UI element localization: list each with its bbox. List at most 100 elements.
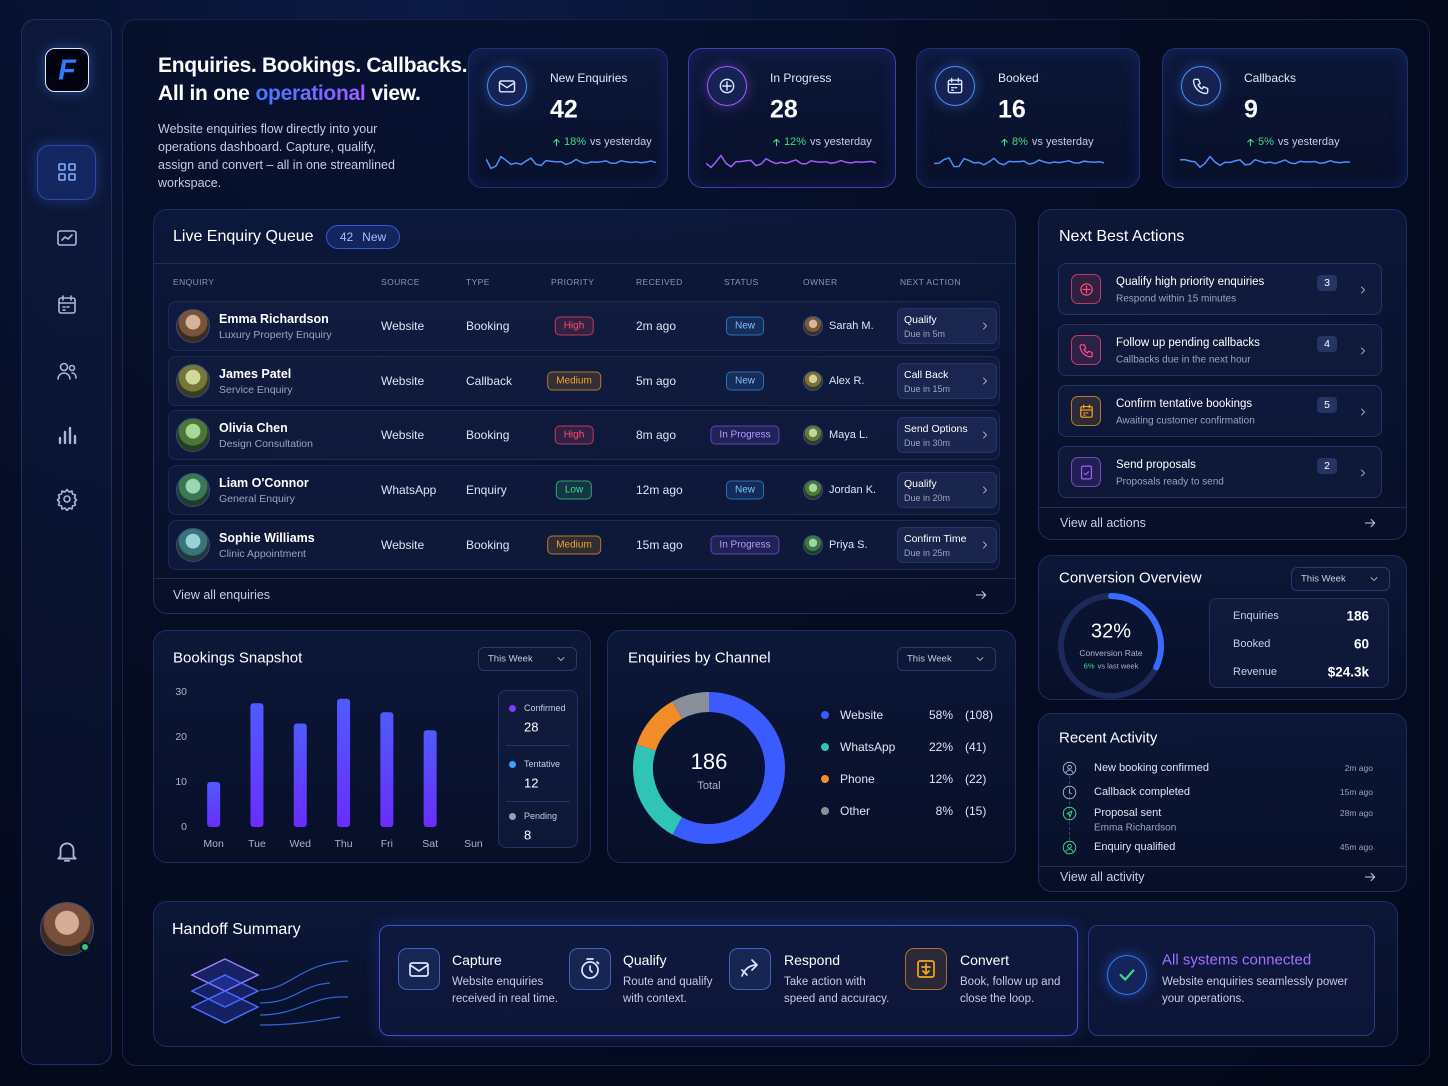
kpi-label: Booked <box>998 71 1039 85</box>
queue-row[interactable] <box>168 356 1000 406</box>
step-icon-box <box>398 948 440 990</box>
source: Website <box>381 319 425 333</box>
kpi-change-text: vs yesterday <box>1277 136 1340 148</box>
action-icon <box>1079 282 1093 296</box>
legend-name: Other <box>840 804 871 818</box>
icon-part <box>581 961 599 979</box>
activity-time: 15m ago <box>1339 787 1373 797</box>
icon-part <box>983 431 987 439</box>
icon-part <box>1364 519 1376 527</box>
kpi-change: 18% vs yesterday <box>564 136 652 148</box>
view-all-activity[interactable]: View all activity <box>1060 870 1145 884</box>
summary-box <box>498 690 578 848</box>
icon-part <box>706 154 876 169</box>
conversion-change-text: vs last week <box>1097 661 1139 671</box>
divider <box>506 745 570 746</box>
enquirer-name: James Patel <box>219 367 292 381</box>
kpi-change: 5% vs yesterday <box>1258 136 1340 148</box>
queue-row[interactable] <box>168 301 1000 351</box>
enquirer-avatar <box>176 309 210 343</box>
stat-value: 60 <box>1353 636 1369 652</box>
enquiry-subtitle: Design Consultation <box>219 438 313 450</box>
kpi-icon-ring <box>1181 66 1221 106</box>
owner-avatar <box>803 535 823 555</box>
queue-row[interactable] <box>168 410 1000 460</box>
action-subtitle: Awaiting customer confirmation <box>1116 415 1255 427</box>
icon-part <box>741 959 758 977</box>
icon-part <box>1079 404 1093 416</box>
nav-icon[interactable] <box>55 227 79 251</box>
icon-part <box>1361 408 1365 416</box>
kpi-value: 42 <box>550 95 578 124</box>
dropdown-label: This Week <box>1301 573 1346 585</box>
kpi-change-value: 12% <box>784 136 807 148</box>
priority-pill: High <box>554 425 594 445</box>
status-ring <box>1107 955 1147 995</box>
footer-arrow[interactable] <box>974 588 988 602</box>
icon-part <box>1066 764 1072 770</box>
next-action-box[interactable] <box>897 527 997 563</box>
enquiry-subtitle: Luxury Property Enquiry <box>219 329 332 341</box>
next-action: Send Options <box>904 423 968 435</box>
queue-row[interactable] <box>168 520 1000 570</box>
next-action-box[interactable] <box>897 363 997 399</box>
queue-row[interactable] <box>168 465 1000 515</box>
icon-part <box>1192 78 1209 95</box>
icon-part <box>57 842 77 860</box>
received: 2m ago <box>636 319 677 333</box>
status-text: Website enquiries seamlessly power your … <box>1162 976 1348 1005</box>
action-icon-box <box>1071 457 1101 487</box>
column-header: OWNER <box>803 277 838 287</box>
type: Callback <box>466 374 513 388</box>
view-all-enquiries[interactable]: View all enquiries <box>173 588 271 602</box>
icon-part <box>1081 284 1091 294</box>
icon-part <box>61 234 73 241</box>
conversion-change-value: 6% <box>1083 661 1095 671</box>
icon-part <box>983 486 987 494</box>
chart-period[interactable] <box>478 647 577 671</box>
activity-icon <box>1062 840 1076 854</box>
action-chevron <box>1361 286 1365 294</box>
description: Website enquiries flow directly into you… <box>158 122 395 190</box>
owner: Maya L. <box>829 429 869 441</box>
enquirer-avatar <box>176 364 210 398</box>
footer-arrow[interactable] <box>1363 516 1377 530</box>
nav-icon[interactable] <box>55 293 79 317</box>
owner-avatar <box>803 480 823 500</box>
conversion-gauge <box>1058 593 1164 699</box>
kpi-value: 9 <box>1244 95 1258 124</box>
flow-line <box>259 996 349 1016</box>
nav-icon[interactable] <box>55 487 79 511</box>
nav-icon[interactable] <box>55 423 79 447</box>
conversion-period[interactable] <box>1291 567 1390 591</box>
next-action-box[interactable] <box>897 308 997 344</box>
next-action-box[interactable] <box>897 472 997 508</box>
footer-arrow[interactable] <box>1363 870 1377 884</box>
legend-percent: 8% <box>935 804 953 818</box>
status-pill: In Progress <box>710 535 780 555</box>
headline-part: view. <box>371 82 421 105</box>
step-icon <box>581 958 600 979</box>
icon-part <box>57 372 71 380</box>
icon-part <box>1068 788 1072 794</box>
x-tick-label: Thu <box>334 838 353 850</box>
kpi-change-text: vs yesterday <box>1031 136 1094 148</box>
legend-dot <box>821 711 829 719</box>
nav-icon[interactable] <box>55 160 79 184</box>
nav-icon[interactable] <box>55 359 79 383</box>
column-header: NEXT ACTION <box>900 277 961 287</box>
priority-pill: High <box>554 316 594 336</box>
action-chevron <box>1361 347 1365 355</box>
icon-part <box>917 960 935 978</box>
notification-bell[interactable] <box>54 838 80 864</box>
donut-segment <box>636 701 683 752</box>
icon-part <box>63 495 71 503</box>
view-all-actions[interactable]: View all actions <box>1060 516 1146 530</box>
trend-arrow <box>1000 138 1008 146</box>
logo: F <box>58 54 76 87</box>
priority-pill: Medium <box>547 371 601 391</box>
next-action-box[interactable] <box>897 417 997 453</box>
legend-dot <box>821 807 829 815</box>
chart-period[interactable] <box>897 647 996 671</box>
